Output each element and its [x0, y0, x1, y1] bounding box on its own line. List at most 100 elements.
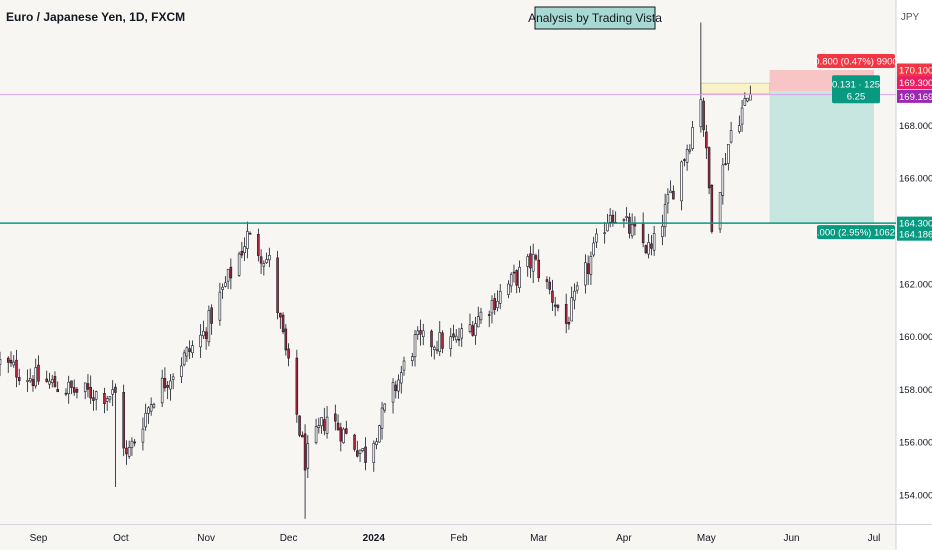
candle-bullish [738, 125, 741, 132]
candle-bearish [163, 378, 167, 389]
candle-bullish [160, 377, 164, 404]
x-tick-label: Oct [113, 533, 129, 544]
candle-bearish [644, 245, 648, 253]
price-axis[interactable]: 154.000156.000158.000160.000162.000164.0… [897, 63, 932, 501]
candle-bearish [641, 222, 645, 244]
candle-bullish [171, 376, 175, 380]
candle-bearish [298, 415, 301, 436]
candle-bearish [240, 250, 244, 256]
candle-bearish [345, 428, 348, 434]
candle-bullish [391, 382, 395, 403]
y-tick-label: 162.000 [899, 279, 932, 290]
candle-bearish [364, 446, 367, 463]
candle-bullish [378, 425, 381, 443]
candle-bullish [149, 404, 153, 412]
price-tag-support: 164.300 [899, 219, 932, 230]
candle-bearish [210, 307, 213, 324]
candle-bullish [402, 360, 406, 371]
candle-bearish [133, 441, 136, 444]
candle-bullish [262, 263, 266, 267]
price-tag-stop: 170.100 [899, 65, 932, 76]
candle-bullish [152, 403, 156, 408]
candle-bearish [53, 376, 57, 388]
candle-bullish [746, 97, 749, 102]
candle-bearish [611, 214, 615, 223]
candle-bearish [284, 328, 288, 351]
candle-bullish [652, 233, 656, 251]
candle-bearish [303, 433, 307, 471]
candle-bullish [592, 242, 595, 256]
candle-bearish [710, 184, 714, 232]
time-axis[interactable]: Sep Oct Nov Dec 2024 Feb Mar Apr May Jun Jul [30, 533, 881, 544]
candle-bullish [518, 266, 521, 289]
candle-bullish [422, 330, 425, 338]
candle-bearish [257, 234, 260, 256]
candle-bullish [397, 379, 400, 392]
candle-bearish [188, 348, 191, 352]
candle-bearish [534, 255, 538, 260]
candle-bullish [699, 99, 703, 128]
candle-bearish [457, 338, 461, 341]
candle-bearish [259, 256, 263, 264]
candle-bullish [603, 232, 606, 235]
candle-bullish [435, 349, 439, 352]
candle-bearish [705, 131, 708, 149]
y-tick-label: 156.000 [899, 438, 932, 449]
candle-bullish [573, 290, 576, 301]
candle-bearish [248, 232, 252, 235]
candle-bearish [45, 378, 48, 382]
stop-label: 0.800 (0.47%) 9900 [814, 56, 897, 67]
price-tag-target: 164.186 [899, 230, 932, 241]
candle-bullish [268, 255, 271, 261]
candle-bullish [243, 246, 246, 253]
candle-bullish [663, 204, 667, 228]
price-tag-support-box [897, 216, 932, 230]
candle-bullish [375, 441, 378, 446]
resistance-zone[interactable] [700, 82, 770, 95]
candle-bearish [72, 387, 76, 393]
x-tick-label: Dec [280, 533, 298, 544]
candle-bullish [727, 144, 730, 164]
candle-bullish [26, 380, 29, 382]
candle-bearish [6, 357, 10, 363]
candle-bearish [567, 322, 571, 325]
x-tick-label: Nov [197, 533, 215, 544]
symbol-title: Euro / Japanese Yen, 1D, FXCM [6, 10, 185, 24]
candle-bullish [647, 242, 650, 255]
candle-bullish [743, 98, 747, 106]
candle-bearish [545, 279, 549, 282]
candle-bearish [86, 383, 90, 390]
candle-bearish [551, 290, 554, 303]
price-tag-stop-box [897, 63, 932, 77]
price-tag-zone-top-box [897, 76, 932, 90]
x-tick-label: Feb [450, 533, 468, 544]
candle-bullish [144, 412, 147, 428]
candle-bullish [595, 233, 598, 243]
candle-bullish [400, 372, 403, 384]
candle-bullish [105, 398, 109, 402]
candle-bullish [498, 291, 502, 304]
candle-bearish [586, 263, 590, 274]
candle-bullish [130, 440, 134, 449]
candle-bullish [111, 389, 114, 395]
candle-bullish [180, 365, 183, 378]
price-tag-target-box [897, 227, 932, 241]
candle-bullish [0, 358, 2, 365]
x-tick-label: Jun [783, 533, 799, 544]
candle-bullish [325, 416, 329, 434]
take-profit-zone[interactable] [769, 91, 875, 224]
candle-bullish [625, 216, 628, 218]
candle-bearish [56, 389, 59, 393]
candle-bearish [323, 419, 326, 431]
candle-bullish [606, 222, 609, 232]
candle-bearish [394, 384, 398, 392]
candle-bullish [169, 380, 172, 390]
candle-bearish [301, 434, 304, 438]
candle-bullish [108, 396, 112, 400]
candle-bullish [383, 403, 387, 411]
candle-bullish [317, 425, 321, 428]
candle-bearish [683, 159, 686, 161]
candle-bullish [468, 324, 472, 332]
